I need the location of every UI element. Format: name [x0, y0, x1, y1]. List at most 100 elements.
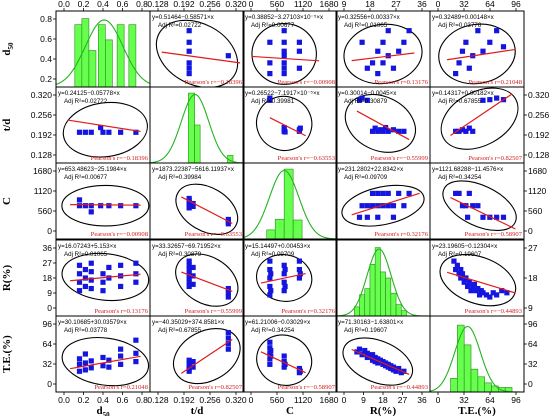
pearson-r: Pearson's r=−0.55999 [371, 155, 429, 162]
confidence-ellipse [61, 337, 150, 387]
data-point [281, 288, 287, 294]
fit-equation: y=0.24125−0.05778×x [58, 90, 121, 97]
histogram-bar [400, 310, 407, 316]
data-point [281, 353, 287, 359]
data-point [76, 197, 83, 203]
data-point [296, 365, 302, 372]
data-point [380, 361, 386, 367]
fit-equation: y=0.32489+0.00148×x [432, 14, 495, 21]
top-tick-label: 560 [270, 0, 284, 9]
adj-r2: Adj R²=0.39981 [251, 98, 295, 105]
data-point [225, 285, 231, 292]
data-point [281, 262, 287, 268]
fit-equation: y=−40.35029+374.8581×x [152, 319, 225, 326]
data-point [396, 365, 402, 372]
fit-equation: y=23.19605−0.12304×x [432, 243, 498, 250]
data-point [186, 28, 192, 34]
data-point [267, 345, 273, 351]
data-point [401, 128, 407, 134]
data-point [118, 262, 124, 268]
data-point [396, 190, 402, 196]
data-point [88, 209, 94, 215]
data-point [401, 39, 407, 45]
y-label-TE: T.E.(%) [1, 335, 13, 373]
data-point [106, 203, 112, 209]
data-point [190, 203, 196, 210]
data-point [281, 124, 287, 131]
normal-curve [150, 93, 244, 163]
data-point [267, 292, 273, 298]
data-point [470, 128, 476, 134]
data-point [268, 271, 274, 277]
adj-r2: Adj R²=0.00677 [64, 174, 108, 181]
pearson-r: Pearson's r=0.13176 [374, 79, 428, 86]
data-point [118, 346, 124, 352]
data-point [268, 288, 274, 294]
data-point [267, 95, 273, 101]
data-point [186, 275, 192, 281]
data-point [459, 271, 466, 277]
pearson-r: Pearson's r=−0.44893 [465, 308, 523, 315]
data-point [393, 368, 399, 374]
left-tick-label: 0.8 [40, 14, 52, 24]
histogram-bar [359, 294, 366, 316]
data-point [369, 203, 376, 209]
data-point [377, 357, 383, 363]
y-label-R: R(%) [1, 265, 13, 292]
data-point [375, 48, 381, 54]
data-point [465, 283, 471, 290]
top-tick-label: 36 [417, 0, 427, 9]
data-point [186, 283, 192, 290]
data-point [88, 277, 94, 283]
left-tick-label: 96 [43, 319, 53, 329]
pearson-r: Pearson's r=0.32176 [374, 231, 428, 238]
histogram-d50 [56, 18, 150, 87]
data-point [459, 127, 466, 133]
left-tick-label: 0.128 [31, 150, 53, 160]
data-point [364, 65, 370, 71]
data-point [133, 129, 139, 135]
data-point [118, 361, 124, 367]
fit-equation: y=0.14317+0.00182×x [432, 90, 495, 97]
data-point [225, 346, 231, 352]
adj-r2: Adj R²=0.67855 [158, 327, 202, 334]
histogram-bar [369, 264, 376, 316]
cell-frame [429, 162, 525, 240]
adj-r2: Adj R²=0.19607 [344, 327, 388, 334]
data-point [375, 128, 381, 134]
data-point [267, 39, 273, 45]
data-point [456, 190, 462, 196]
left-tick-label: 64 [43, 339, 53, 349]
data-point [106, 275, 112, 281]
data-point [364, 354, 370, 361]
confidence-ellipse [61, 184, 150, 227]
data-point [190, 264, 196, 271]
data-point [476, 292, 483, 298]
data-point [453, 190, 459, 196]
right-tick-label: 0.256 [528, 110, 550, 120]
data-point [458, 266, 464, 273]
histogram-bar [484, 382, 492, 392]
histogram-bar [477, 376, 485, 392]
data-point [466, 279, 472, 285]
data-point [459, 203, 466, 209]
confidence-ellipse [155, 19, 239, 87]
data-point [475, 285, 481, 292]
data-point [459, 48, 466, 54]
data-point [480, 48, 486, 54]
data-point [297, 368, 303, 374]
fit-line [69, 355, 141, 370]
cell-frame [149, 162, 245, 240]
data-point [297, 271, 303, 277]
data-point [401, 368, 407, 374]
data-point [494, 214, 500, 220]
data-point [133, 260, 139, 266]
